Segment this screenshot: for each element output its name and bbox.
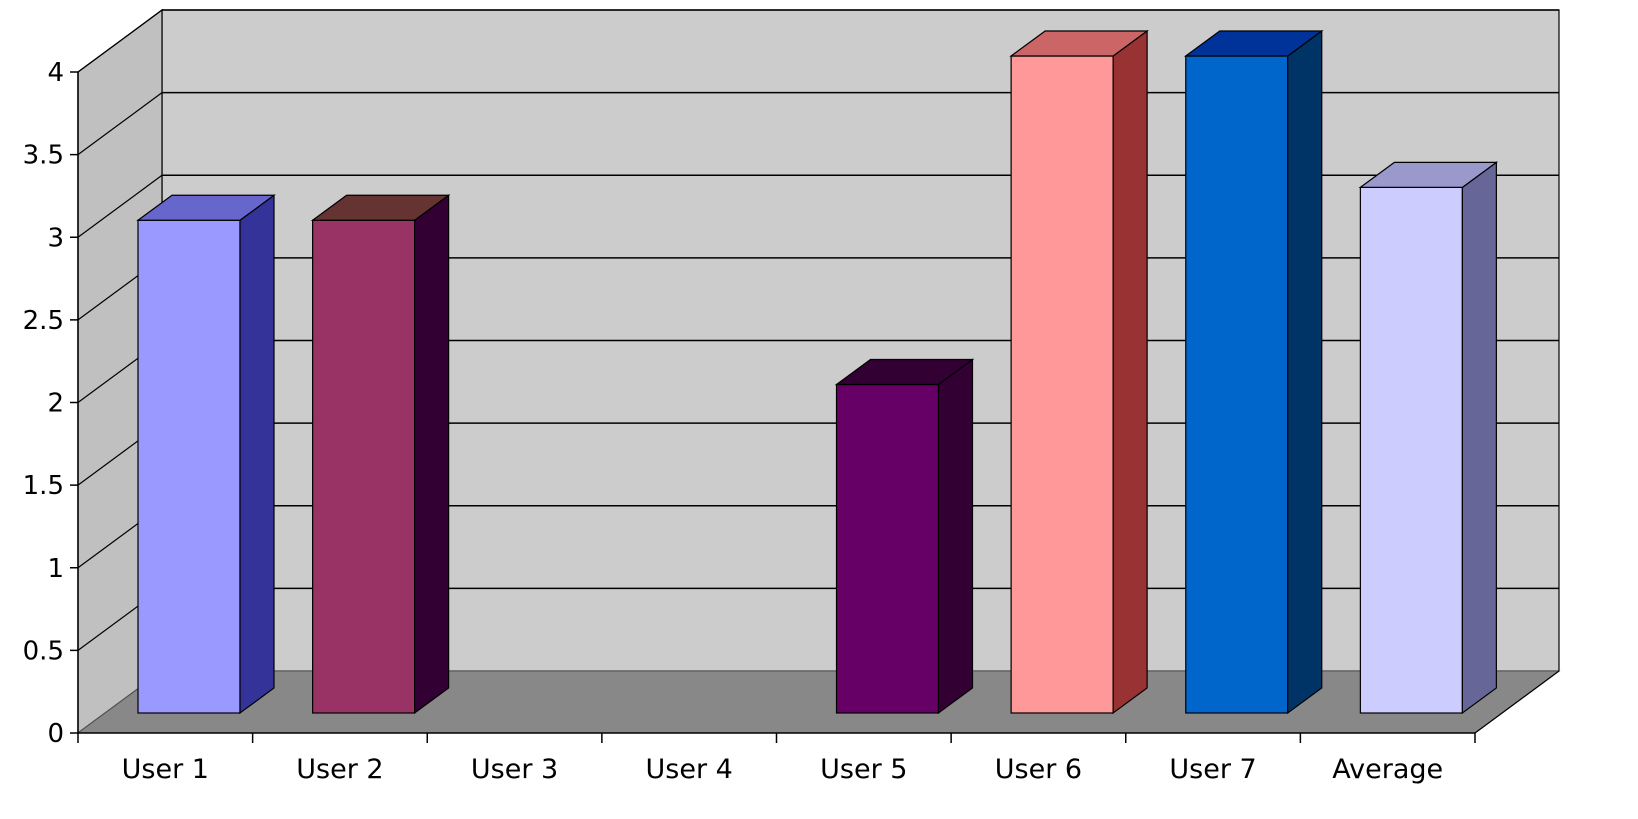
bar [136, 194, 276, 715]
x-category-label: User 5 [820, 754, 907, 785]
y-tick-label: 2.5 [23, 306, 64, 336]
bar-side [239, 194, 275, 715]
bar-side [937, 358, 974, 715]
x-category-label: User 4 [646, 754, 733, 785]
bar-front [137, 219, 241, 714]
bar-top [310, 194, 451, 221]
bar-front [1359, 186, 1463, 714]
bar-side [414, 194, 450, 715]
bar-top [1183, 30, 1324, 57]
y-tick-label: 4 [47, 58, 64, 88]
x-category-label: User 2 [296, 754, 383, 785]
chart-walls [77, 8, 1560, 735]
x-category-label: Average [1332, 754, 1443, 785]
y-tick-label: 0 [47, 719, 64, 749]
bar-top [1009, 30, 1149, 57]
gridline-side [77, 9, 163, 73]
gridline-side [77, 92, 163, 156]
y-tick-label: 0.5 [23, 636, 64, 666]
bar-top [136, 194, 276, 221]
bar [1009, 29, 1149, 715]
bar-front [1010, 55, 1114, 714]
bar-side [1287, 29, 1323, 715]
bar-front [835, 383, 940, 714]
y-axis-ticks: 0 0.5 1 1.5 2 2.5 3 3.5 4 [23, 58, 78, 749]
x-category-label: User 1 [122, 754, 209, 785]
bar [1358, 161, 1499, 715]
y-tick-label: 3.5 [23, 141, 64, 171]
y-tick-label: 3 [47, 223, 64, 253]
x-axis-labels: User 1 User 2 User 3 User 4 User 5 User 6 User… [77, 733, 1476, 785]
y-tick-label: 2 [47, 389, 64, 419]
bar [1183, 29, 1324, 715]
bar-side [1112, 29, 1148, 715]
floor [76, 670, 1561, 734]
bar-front [312, 219, 416, 714]
bar-front [1185, 55, 1289, 714]
bar-side [1461, 161, 1497, 715]
y-tick-label: 1.5 [23, 471, 64, 501]
y-tick-label: 1 [47, 554, 64, 584]
floor-edge [1474, 670, 1560, 734]
bar [834, 358, 975, 715]
bar-top [1358, 161, 1499, 188]
x-category-label: User 6 [995, 754, 1082, 785]
x-category-label: User 3 [471, 754, 558, 785]
bar [310, 194, 451, 715]
x-category-label: User 7 [1169, 754, 1256, 785]
chart-floor [76, 670, 1561, 734]
bars [136, 29, 1499, 715]
gridline-side [77, 174, 163, 238]
bar-top [834, 358, 975, 386]
